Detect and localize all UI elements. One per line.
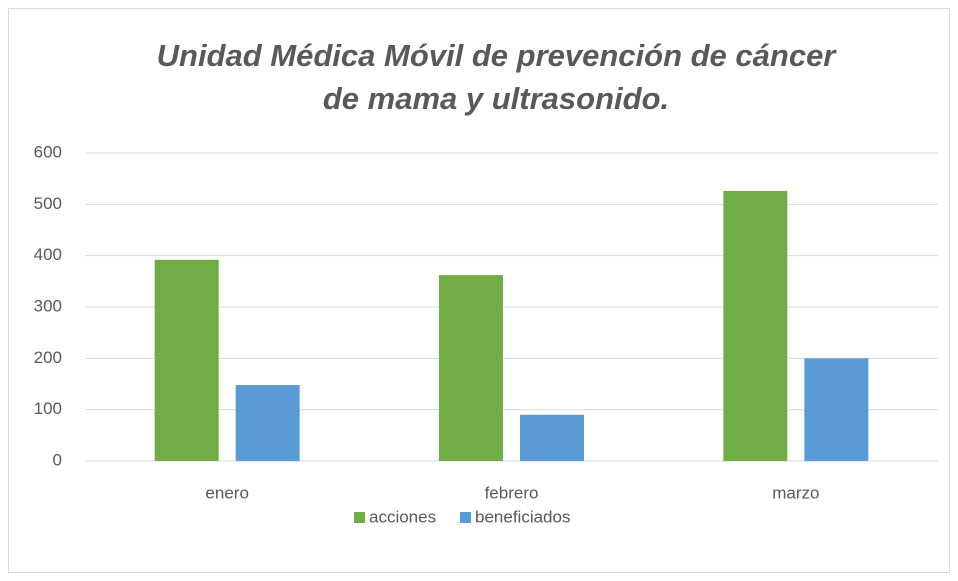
y-tick-label: 500 [34,194,62,213]
legend-swatch [460,512,471,523]
bar [235,385,300,461]
x-tick-label: marzo [772,483,819,502]
chart-title: Unidad Médica Móvil de prevención de cán… [157,38,838,73]
x-tick-label: enero [205,483,248,502]
y-tick-label: 0 [53,450,62,469]
legend-swatch [354,512,365,523]
y-tick-label: 300 [34,296,62,315]
y-tick-label: 400 [34,245,62,264]
chart-title: de mama y ultrasonido. [323,81,669,116]
y-tick-label: 600 [34,142,62,161]
x-tick-label: febrero [485,483,539,502]
bar [154,259,219,461]
y-tick-label: 100 [34,399,62,418]
bar [439,275,503,461]
legend-label: acciones [369,507,436,526]
bar [723,190,788,461]
bar [804,358,869,461]
bar [520,414,584,461]
y-tick-label: 200 [34,348,62,367]
legend-label: beneficiados [475,507,570,526]
